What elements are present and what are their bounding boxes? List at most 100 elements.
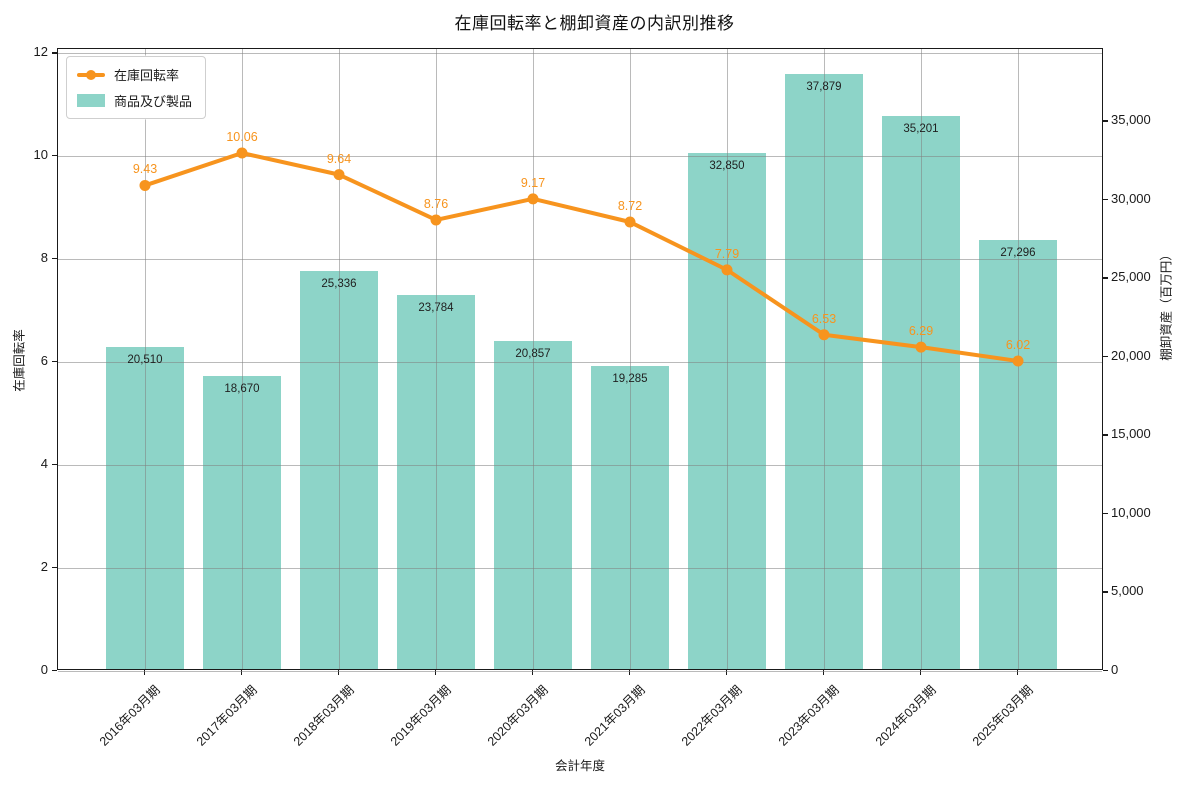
y-tick-mark-left [52, 567, 57, 569]
bar-value-label: 37,879 [806, 80, 842, 93]
y-tick-mark-right [1103, 277, 1108, 279]
y-tick-mark-right [1103, 434, 1108, 436]
h-gridline [58, 465, 1102, 467]
bar-value-label: 35,201 [903, 122, 939, 135]
line-marker [236, 147, 248, 159]
v-gridline [436, 49, 437, 669]
line-value-label: 9.64 [326, 151, 352, 166]
h-gridline [58, 568, 1102, 570]
y-tick-label-right: 35,000 [1111, 112, 1151, 128]
x-tick-mark [338, 670, 340, 675]
bar-value-label: 20,510 [127, 353, 163, 366]
y-axis-title-right: 棚卸資産（百万円） [1159, 248, 1174, 361]
h-gridline [58, 671, 1102, 672]
y-tick-mark-left [52, 464, 57, 466]
y-tick-label-right: 30,000 [1111, 190, 1151, 206]
y-tick-mark-left [52, 670, 57, 672]
x-tick-mark [920, 670, 922, 675]
x-tick-label: 2016年03月期 [96, 682, 163, 749]
bar-value-label: 32,850 [709, 159, 745, 172]
bar-value-label: 23,784 [418, 302, 454, 315]
y-tick-label-right: 15,000 [1111, 426, 1151, 442]
line-value-label: 9.17 [520, 175, 546, 190]
x-tick-mark [629, 670, 631, 675]
y-tick-label-left: 2 [40, 559, 48, 575]
v-gridline [145, 49, 146, 669]
x-tick-mark [241, 670, 243, 675]
line-marker [915, 341, 927, 353]
bar-value-label: 19,285 [612, 373, 648, 385]
x-tick-label: 2020年03月期 [484, 682, 551, 749]
line-marker [624, 216, 636, 228]
line-marker [818, 329, 830, 341]
v-gridline [824, 49, 825, 669]
v-gridline [533, 49, 534, 669]
bar-value-label: 20,857 [515, 348, 551, 361]
x-tick-label: 2024年03月期 [872, 682, 939, 749]
v-gridline [921, 49, 922, 669]
line-value-label: 6.02 [1005, 338, 1031, 353]
legend-label-bar: 商品及び製品 [114, 94, 193, 109]
bar-value-label: 18,670 [224, 382, 260, 395]
legend-item-line: 在庫回転率 [77, 65, 192, 84]
line-path [143, 151, 1020, 364]
line-value-label: 6.53 [811, 311, 837, 326]
y-tick-label-right: 25,000 [1111, 269, 1151, 285]
legend-line-dot [86, 69, 96, 80]
y-tick-mark-right [1103, 120, 1108, 122]
line-marker [1012, 355, 1024, 367]
legend-item-bar: 商品及び製品 [77, 91, 192, 110]
y-tick-label-left: 8 [40, 250, 48, 266]
legend-line-swatch [77, 69, 105, 80]
line-value-label: 9.43 [132, 162, 158, 177]
line-marker [139, 179, 151, 191]
x-axis-title: 会計年度 [554, 759, 605, 773]
x-tick-label: 2019年03月期 [387, 682, 454, 749]
x-tick-label: 2023年03月期 [775, 682, 842, 749]
x-tick-label: 2021年03月期 [581, 682, 648, 749]
x-tick-mark [144, 670, 146, 675]
x-tick-label: 2017年03月期 [193, 682, 260, 749]
y-tick-mark-right [1103, 591, 1108, 593]
x-tick-mark [823, 670, 825, 675]
chart-title: 在庫回転率と棚卸資産の内訳別推移 [454, 14, 735, 33]
line-value-label: 10.06 [226, 130, 258, 144]
turnover-line [139, 147, 1024, 367]
y-tick-label-left: 6 [40, 353, 48, 369]
h-gridline [58, 362, 1102, 364]
y-tick-label-left: 4 [40, 456, 48, 472]
y-tick-mark-left [52, 155, 57, 157]
x-tick-label: 2022年03月期 [678, 682, 745, 749]
legend-label-line: 在庫回転率 [114, 68, 180, 83]
x-tick-label: 2025年03月期 [969, 682, 1036, 749]
h-gridline [58, 259, 1102, 261]
y-tick-label-left: 10 [33, 147, 48, 163]
line-value-label: 8.72 [617, 199, 643, 213]
y-tick-mark-right [1103, 198, 1108, 201]
x-tick-mark [1017, 670, 1019, 675]
legend: 在庫回転率 商品及び製品 [66, 56, 207, 119]
line-value-label: 6.29 [908, 324, 934, 339]
line-marker [333, 169, 345, 181]
x-tick-mark [435, 670, 437, 675]
y-tick-mark-right [1103, 512, 1108, 515]
line-value-label: 7.79 [714, 246, 740, 261]
v-gridline [727, 49, 728, 669]
y-tick-mark-left [52, 361, 57, 363]
bar-value-label: 25,336 [321, 277, 357, 290]
y-tick-label-right: 20,000 [1111, 347, 1151, 363]
y-tick-label-right: 5,000 [1111, 583, 1144, 599]
y-tick-mark-right [1103, 670, 1108, 672]
y-tick-mark-right [1103, 355, 1108, 358]
y-tick-label-left: 12 [33, 44, 48, 60]
h-gridline [58, 156, 1102, 158]
line-value-label: 8.76 [423, 196, 449, 211]
y-tick-mark-left [52, 258, 57, 260]
plot-area: 在庫回転率 商品及び製品 20,510 18,670 25,336 23,784 20,… [57, 48, 1103, 672]
line-marker [721, 264, 733, 276]
y-tick-label-right: 10,000 [1111, 504, 1151, 520]
v-gridline [630, 49, 631, 669]
v-gridline [242, 49, 243, 669]
y-tick-mark-left [52, 52, 57, 54]
